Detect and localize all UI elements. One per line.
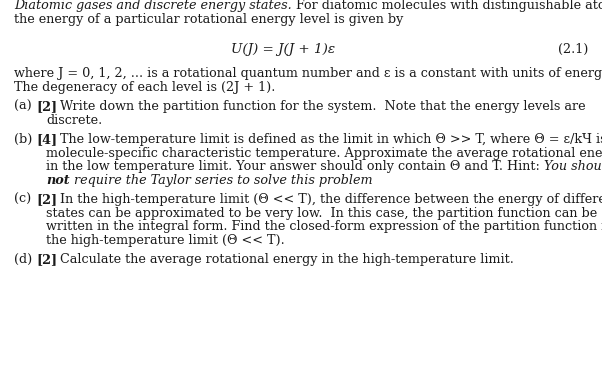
Text: the energy of a particular rotational energy level is given by: the energy of a particular rotational en… [14, 13, 403, 26]
Text: discrete.: discrete. [46, 114, 102, 127]
Text: (d): (d) [14, 253, 33, 266]
Text: states can be approximated to be very low.  In this case, the partition function: states can be approximated to be very lo… [46, 207, 597, 220]
Text: in the low temperature limit. Your answer should only contain Θ and T. Hint:: in the low temperature limit. Your answe… [46, 160, 544, 173]
Text: where J = 0, 1, 2, ... is a rotational quantum number and ε is a constant with u: where J = 0, 1, 2, ... is a rotational q… [14, 67, 602, 80]
Text: [2]: [2] [36, 253, 57, 266]
Text: the high-temperature limit (Θ << T).: the high-temperature limit (Θ << T). [46, 234, 285, 247]
Text: U(J) = J(J + 1)ε: U(J) = J(J + 1)ε [231, 43, 335, 56]
Text: Diatomic gases and discrete energy states.: Diatomic gases and discrete energy state… [14, 0, 291, 12]
Text: (b): (b) [14, 133, 33, 146]
Text: Write down the partition function for the system.  Note that the energy levels a: Write down the partition function for th… [56, 100, 586, 113]
Text: [2]: [2] [36, 100, 57, 113]
Text: [4]: [4] [36, 133, 57, 146]
Text: (2.1): (2.1) [557, 43, 588, 56]
Text: molecule-specific characteristic temperature. Approximate the average rotational: molecule-specific characteristic tempera… [46, 147, 602, 160]
Text: You should: You should [544, 160, 602, 173]
Text: The low-temperature limit is defined as the limit in which Θ >> T, where Θ = ε/k: The low-temperature limit is defined as … [56, 133, 602, 146]
Text: Calculate the average rotational energy in the high-temperature limit.: Calculate the average rotational energy … [56, 253, 514, 266]
Text: [2]: [2] [36, 193, 57, 206]
Text: For diatomic molecules with distinguishable atoms,: For diatomic molecules with distinguisha… [291, 0, 602, 12]
Text: (c): (c) [14, 193, 31, 206]
Text: (a): (a) [14, 100, 32, 113]
Text: require the Taylor series to solve this problem: require the Taylor series to solve this … [70, 174, 372, 187]
Text: not: not [46, 174, 70, 187]
Text: In the high-temperature limit (Θ << T), the difference between the energy of dif: In the high-temperature limit (Θ << T), … [56, 193, 602, 206]
Text: written in the integral form. Find the closed-form expression of the partition f: written in the integral form. Find the c… [46, 220, 602, 233]
Text: The degeneracy of each level is (2J + 1).: The degeneracy of each level is (2J + 1)… [14, 81, 275, 94]
